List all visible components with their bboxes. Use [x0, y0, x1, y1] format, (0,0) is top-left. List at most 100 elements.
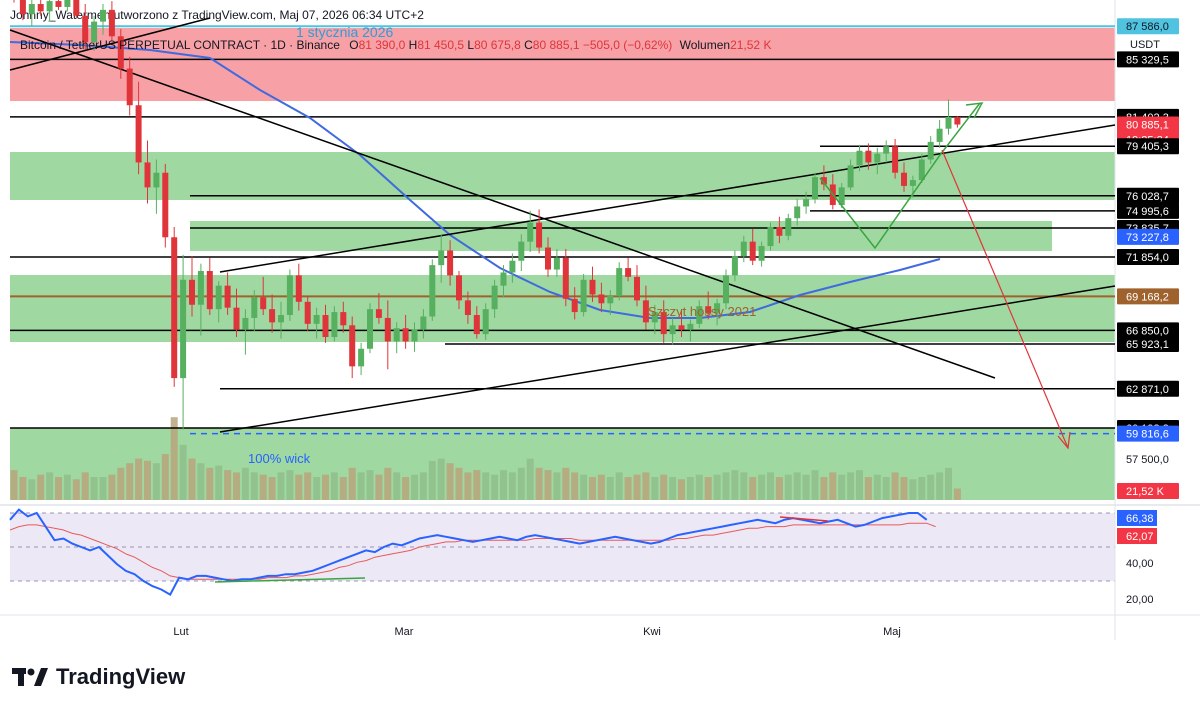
tradingview-logo-icon: [12, 668, 48, 686]
candle-body: [527, 222, 534, 242]
red-supply-zone: [10, 28, 1115, 101]
candle-body: [874, 153, 881, 163]
volume-bar: [500, 470, 507, 500]
volume-bar: [936, 472, 944, 500]
volume-label: Wolumen: [679, 38, 731, 52]
symbol-info: Bitcoin / TetherUS PERPETUAL CONTRACT · …: [20, 38, 771, 52]
candle-body: [909, 180, 916, 186]
volume-bar: [891, 472, 899, 500]
price-label: 73 227,8: [1126, 232, 1169, 244]
volume-bar: [268, 477, 276, 500]
volume-bar: [927, 474, 935, 500]
volume-bar: [161, 454, 169, 500]
price-label-bg: [1117, 483, 1179, 499]
volume-bar: [357, 472, 365, 500]
candle-body: [295, 275, 302, 302]
candle-body: [393, 328, 400, 342]
volume-bar: [384, 467, 392, 500]
rsi-value: 66,38: [1126, 513, 1154, 525]
volume-bar: [322, 474, 329, 500]
volume-bar: [784, 474, 792, 500]
open-value: 81 390,0: [358, 38, 406, 52]
candle-body: [153, 172, 160, 188]
rsi-ma-line: [9, 522, 936, 580]
red-arrowhead: [1057, 431, 1071, 450]
volume-bar: [651, 477, 659, 500]
price-axis: 77 500,067 500,057 500,087 586,085 329,5…: [1117, 18, 1179, 606]
price-label-bg: [1117, 138, 1179, 155]
volume-bar: [580, 474, 588, 500]
candle-body: [215, 285, 222, 310]
volume-bar: [615, 472, 623, 500]
candle-body: [705, 306, 712, 314]
candle-body: [438, 250, 445, 266]
volume-bar: [909, 479, 917, 500]
volume-bar: [882, 477, 890, 500]
volume-bar: [686, 477, 694, 500]
candle-body: [286, 275, 293, 316]
volume-bar: [90, 477, 98, 500]
candle-body: [28, 4, 35, 15]
volume-bar: [802, 474, 810, 500]
candle-body: [224, 285, 231, 308]
rsi-tick: 40,00: [1126, 558, 1154, 570]
volume-bar: [286, 470, 294, 500]
volume-bar: [206, 467, 214, 500]
volume-bar: [197, 463, 205, 500]
volume-bar: [517, 467, 525, 500]
high-label: H: [408, 38, 418, 52]
price-label-bg: [1117, 187, 1179, 204]
candle-body: [242, 317, 249, 330]
candle-body: [625, 268, 632, 277]
candle-body: [233, 307, 240, 330]
price-label: 66 850,0: [1126, 325, 1169, 337]
price-label: 69 168,2: [1126, 291, 1169, 303]
candle-body: [420, 316, 427, 330]
volume-bar: [660, 474, 668, 500]
price-label: 71 854,0: [1126, 252, 1169, 264]
horizontal-levels: [10, 25, 1115, 435]
volume-bar: [597, 474, 605, 500]
volume-bar: [19, 477, 27, 500]
brand[interactable]: TradingView: [12, 664, 185, 690]
change-value: −505,0 (−0,62%): [582, 38, 673, 52]
volume-bar: [63, 474, 71, 500]
price-label: 65 923,1: [1126, 339, 1169, 351]
candle-body: [536, 222, 543, 248]
projection-arrows: [819, 102, 1071, 450]
rsi-value-bg: [1117, 510, 1157, 526]
candle-body: [37, 4, 44, 12]
candle-body: [927, 141, 934, 160]
volume-bar: [508, 472, 516, 500]
volume-bar: [179, 444, 187, 500]
price-label-bg: [1117, 18, 1179, 35]
time-tick: Lut: [173, 626, 188, 638]
candle-body: [411, 329, 418, 342]
volume-bar: [224, 470, 232, 500]
volume-bar: [811, 470, 819, 500]
volume-bar: [713, 474, 721, 500]
volume-bar: [722, 472, 730, 500]
volume-bar: [259, 474, 267, 500]
volume-bar: [446, 463, 454, 500]
volume-bar: [72, 479, 80, 500]
candle-body: [447, 250, 454, 276]
candle-body: [19, 0, 26, 15]
volume-bar: [633, 474, 641, 500]
volume-bar: [366, 470, 374, 500]
candle-body: [545, 247, 551, 270]
candle-body: [803, 199, 810, 207]
trend-lines: [9, 17, 1116, 433]
candle-body: [518, 241, 525, 261]
volume-bar: [241, 467, 249, 500]
volume-bar: [847, 472, 855, 500]
candle-body: [384, 317, 391, 342]
candle-body: [696, 306, 703, 324]
ma-line: [9, 41, 941, 319]
price-label: 79 405,3: [1126, 141, 1169, 153]
price-label-bg: [1117, 228, 1179, 245]
candle-body: [331, 312, 338, 338]
trend-line: [219, 124, 1116, 273]
candle-body: [482, 309, 489, 335]
